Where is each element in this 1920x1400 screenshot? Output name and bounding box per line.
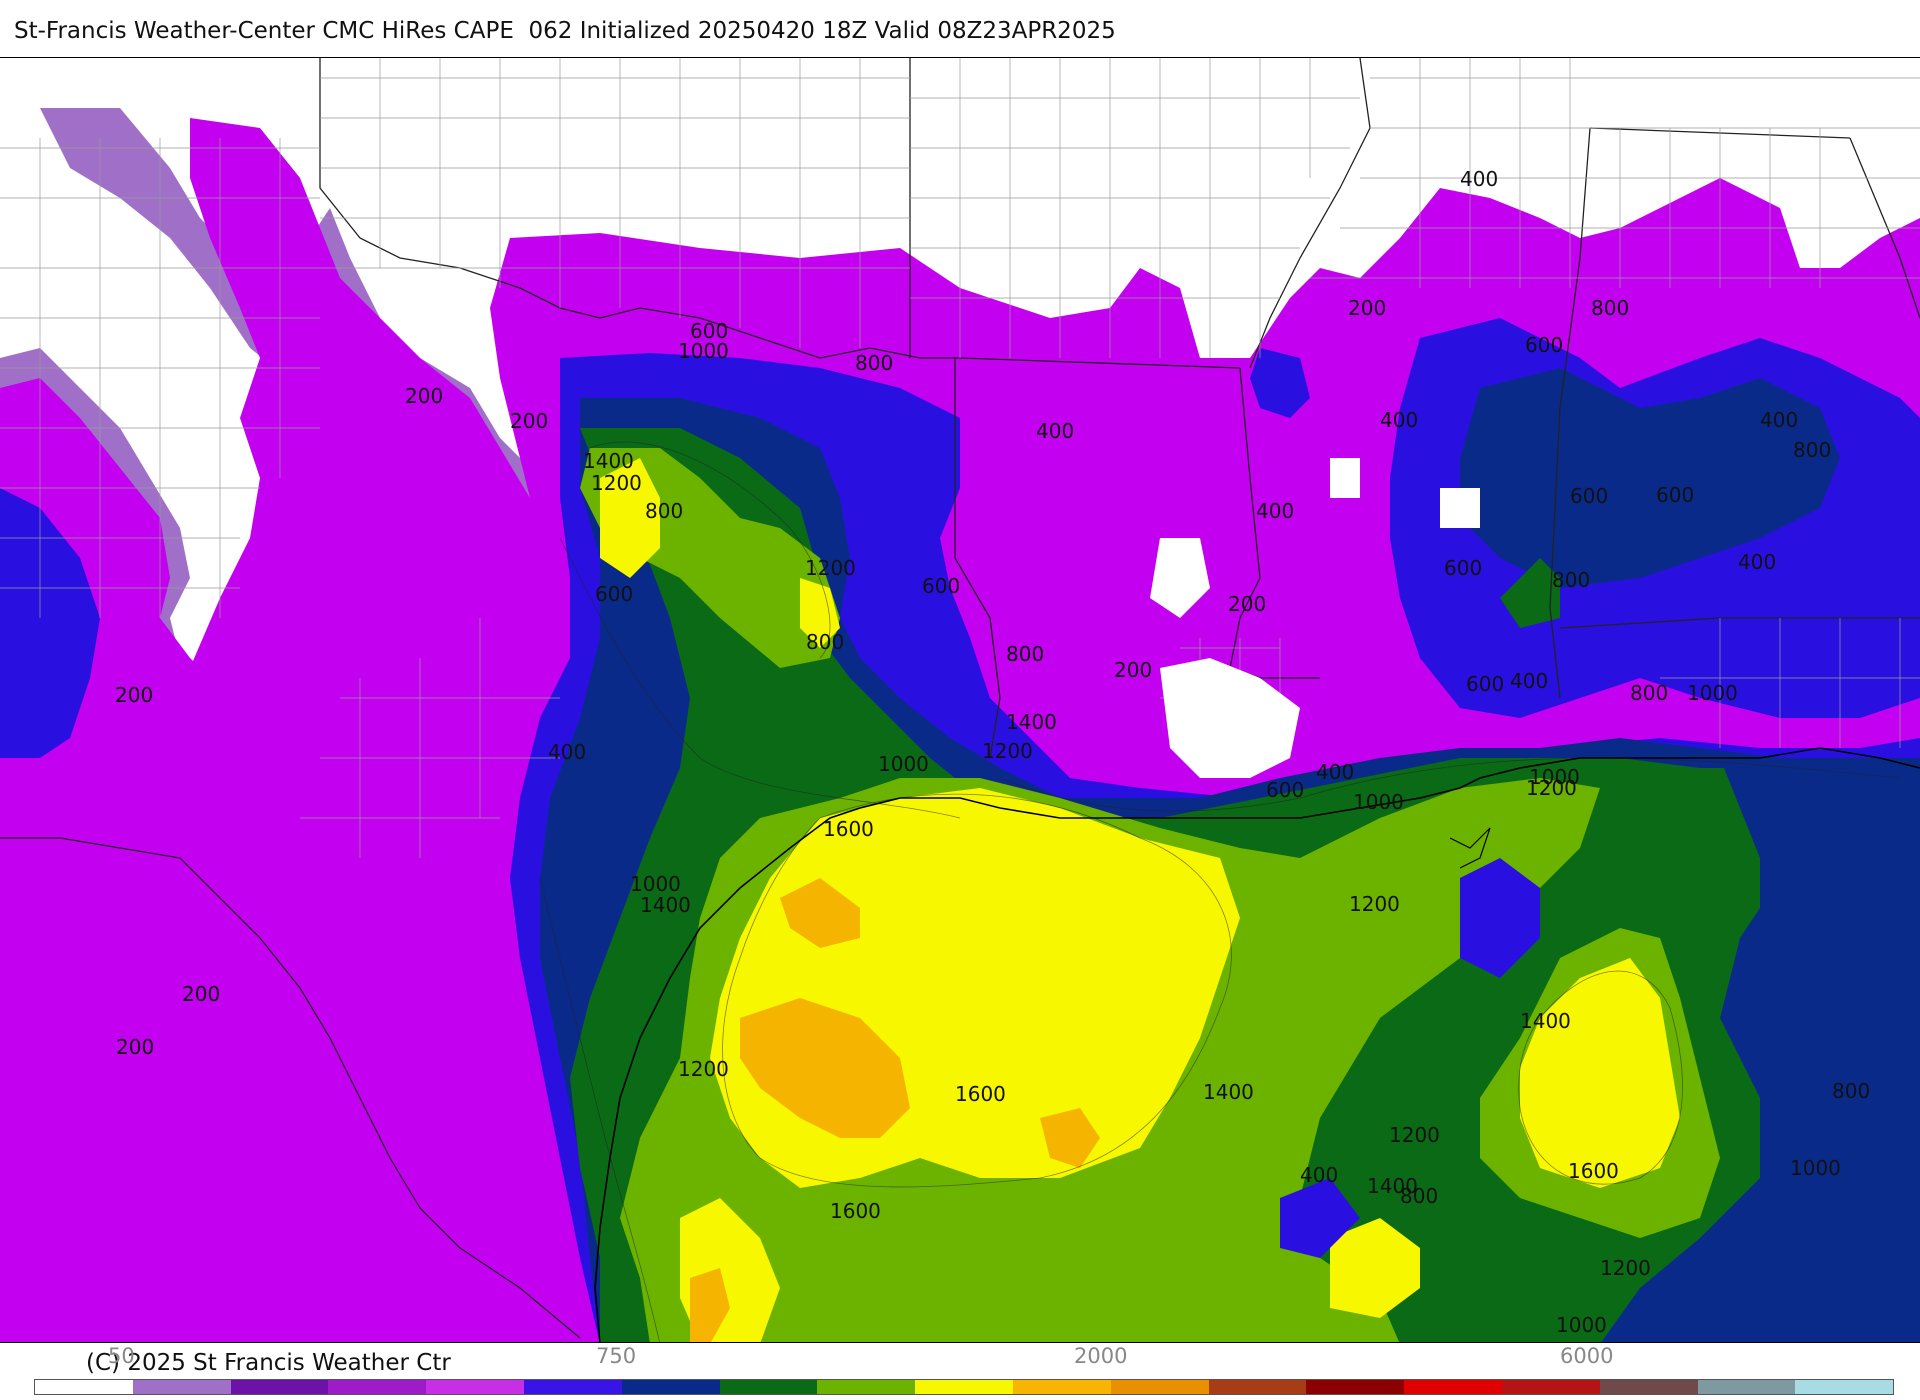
contour-label-group: 400 600 1000 800 200 200 1400 1200 800 1… — [115, 167, 1870, 1337]
contour-label: 200 — [1348, 296, 1386, 320]
contour-label: 600 — [1466, 672, 1504, 696]
contour-label: 1400 — [1006, 710, 1057, 734]
contour-label: 1600 — [1568, 1159, 1619, 1183]
contour-label: 400 — [1036, 419, 1074, 443]
contour-label: 800 — [1793, 438, 1831, 462]
contour-label: 1400 — [1520, 1009, 1571, 1033]
colorbar-label: 6000 — [1560, 1344, 1614, 1368]
colorbar-swatch — [328, 1380, 427, 1394]
colorbar-swatch — [1795, 1380, 1894, 1394]
colorbar-swatch — [132, 1380, 231, 1394]
contour-label: 400 — [1256, 499, 1294, 523]
contour-label: 800 — [1630, 681, 1668, 705]
contour-label: 1200 — [678, 1057, 729, 1081]
colorbar-label: 50 — [108, 1344, 135, 1368]
colorbar-swatch — [230, 1380, 329, 1394]
contour-label: 200 — [115, 683, 153, 707]
contour-label: 1200 — [1600, 1256, 1651, 1280]
contour-label: 1400 — [1203, 1080, 1254, 1104]
contour-label: 1000 — [878, 752, 929, 776]
contour-label: 1200 — [982, 739, 1033, 763]
contour-label: 200 — [116, 1035, 154, 1059]
colorbar-swatch — [1012, 1380, 1111, 1394]
contour-label: 200 — [1114, 658, 1152, 682]
contour-label: 1000 — [1529, 765, 1580, 789]
contour-label: 800 — [1400, 1184, 1438, 1208]
colorbar-swatch — [719, 1380, 818, 1394]
contour-label: 600 — [1525, 333, 1563, 357]
contour-label: 1000 — [1790, 1156, 1841, 1180]
county-borders — [0, 58, 1920, 858]
contour-label: 400 — [1460, 167, 1498, 191]
colorbar-swatch — [1110, 1380, 1209, 1394]
contour-label: 1200 — [1389, 1123, 1440, 1147]
colorbar-swatch — [523, 1380, 622, 1394]
contour-label: 1200 — [591, 471, 642, 495]
contour-label: 800 — [1006, 642, 1044, 666]
contour-label: 400 — [1300, 1163, 1338, 1187]
contour-label: 1200 — [1526, 776, 1577, 800]
colorbar-swatch — [426, 1380, 524, 1394]
colorbar-swatch — [1208, 1380, 1307, 1394]
colorbar-swatch — [1697, 1380, 1796, 1394]
contour-label: 1600 — [823, 817, 874, 841]
contour-label: 800 — [806, 630, 844, 654]
contour-label: 600 — [690, 319, 728, 343]
contour-label: 1400 — [583, 449, 634, 473]
contour-label: 800 — [645, 499, 683, 523]
colorbar-swatch — [915, 1380, 1013, 1394]
contour-label: 600 — [922, 574, 960, 598]
colorbar-swatch — [1501, 1380, 1600, 1394]
contour-label: 400 — [1380, 408, 1418, 432]
contour-label: 400 — [1760, 408, 1798, 432]
colorbar-swatch — [35, 1380, 133, 1394]
copyright-text: (C) 2025 St Francis Weather Ctr — [86, 1350, 451, 1376]
contour-label: 1600 — [955, 1082, 1006, 1106]
contour-label: 1000 — [678, 339, 729, 363]
contour-label: 1000 — [1556, 1313, 1607, 1337]
contour-label: 1000 — [1353, 790, 1404, 814]
contour-label: 800 — [855, 351, 893, 375]
contour-label: 400 — [1738, 550, 1776, 574]
cape-shade-1400 — [600, 458, 660, 578]
colorbar-swatch — [1306, 1380, 1405, 1394]
cape-map: 400 600 1000 800 200 200 1400 1200 800 1… — [0, 57, 1920, 1343]
colorbar-swatch — [1404, 1380, 1502, 1394]
colorbar-swatch — [817, 1380, 916, 1394]
contour-label: 200 — [510, 409, 548, 433]
contour-label: 600 — [1656, 483, 1694, 507]
coastline — [594, 747, 1920, 1342]
colorbar-swatch — [621, 1380, 720, 1394]
contour-label: 600 — [1266, 778, 1304, 802]
contour-label: 400 — [548, 740, 586, 764]
contour-label: 600 — [595, 582, 633, 606]
contour-label: 600 — [1444, 556, 1482, 580]
contour-label: 200 — [405, 384, 443, 408]
contour-label: 800 — [1832, 1079, 1870, 1103]
contour-label: 800 — [1591, 296, 1629, 320]
colorbar-swatch — [1599, 1380, 1698, 1394]
cape-map-canvas: 400 600 1000 800 200 200 1400 1200 800 1… — [0, 58, 1920, 1342]
map-title: St-Francis Weather-Center CMC HiRes CAPE… — [14, 18, 1116, 44]
contour-label: 600 — [1570, 484, 1608, 508]
cape-shade-1600 — [740, 998, 910, 1138]
contour-label: 1000 — [1687, 681, 1738, 705]
contour-label: 800 — [1552, 568, 1590, 592]
contour-label: 1600 — [830, 1199, 881, 1223]
contour-label: 1200 — [805, 556, 856, 580]
border-rio-grande — [0, 837, 581, 1339]
colorbar-label: 2000 — [1074, 1344, 1128, 1368]
colorbar — [34, 1379, 1895, 1395]
contour-label: 1400 — [640, 893, 691, 917]
contour-label: 1000 — [630, 872, 681, 896]
colorbar-label: 750 — [596, 1344, 637, 1368]
contour-label: 400 — [1316, 760, 1354, 784]
contour-label: 1400 — [1367, 1174, 1418, 1198]
contour-label: 200 — [182, 982, 220, 1006]
contour-label: 200 — [1228, 592, 1266, 616]
contour-label: 400 — [1510, 669, 1548, 693]
contour-label: 1200 — [1349, 892, 1400, 916]
